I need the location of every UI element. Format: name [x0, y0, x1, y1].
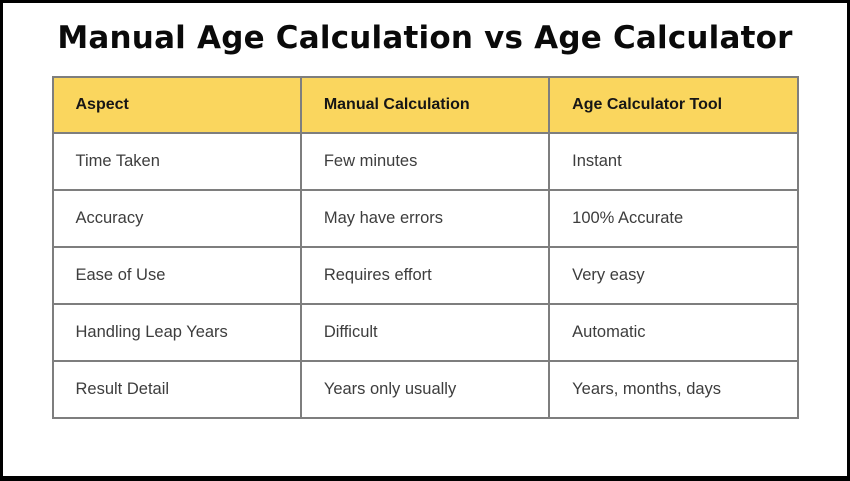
column-header-age-calculator-tool: Age Calculator Tool	[548, 76, 799, 134]
table-cell-tool: Automatic	[548, 303, 799, 362]
table-row: Ease of Use Requires effort Very easy	[51, 246, 799, 305]
table-header-row: Aspect Manual Calculation Age Calculator…	[51, 76, 799, 134]
table-body: Time Taken Few minutes Instant Accuracy …	[51, 132, 799, 419]
table-cell-manual: Years only usually	[299, 360, 551, 419]
table-cell-tool: Years, months, days	[548, 360, 799, 419]
column-header-manual-calculation: Manual Calculation	[299, 76, 551, 134]
table-row: Result Detail Years only usually Years, …	[51, 360, 799, 419]
table-cell-tool: Instant	[548, 132, 799, 191]
column-header-aspect: Aspect	[51, 76, 302, 134]
table-cell-aspect: Accuracy	[51, 189, 302, 248]
table-cell-manual: May have errors	[299, 189, 551, 248]
page-title: Manual Age Calculation vs Age Calculator	[57, 20, 793, 56]
table-cell-aspect: Ease of Use	[51, 246, 302, 305]
table-cell-manual: Few minutes	[299, 132, 551, 191]
table-cell-aspect: Handling Leap Years	[51, 303, 302, 362]
table-cell-manual: Requires effort	[299, 246, 551, 305]
table-cell-tool: Very easy	[548, 246, 799, 305]
table-row: Time Taken Few minutes Instant	[51, 132, 799, 191]
table-cell-tool: 100% Accurate	[548, 189, 799, 248]
table-row: Handling Leap Years Difficult Automatic	[51, 303, 799, 362]
table-cell-aspect: Time Taken	[51, 132, 302, 191]
comparison-table: Aspect Manual Calculation Age Calculator…	[51, 76, 799, 419]
table-cell-aspect: Result Detail	[51, 360, 302, 419]
table-cell-manual: Difficult	[299, 303, 551, 362]
table-row: Accuracy May have errors 100% Accurate	[51, 189, 799, 248]
